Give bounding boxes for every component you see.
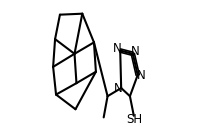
Text: N: N (131, 45, 140, 58)
Text: N: N (137, 68, 146, 82)
Text: N: N (113, 42, 122, 55)
Text: SH: SH (126, 113, 142, 126)
Text: N: N (114, 82, 122, 94)
